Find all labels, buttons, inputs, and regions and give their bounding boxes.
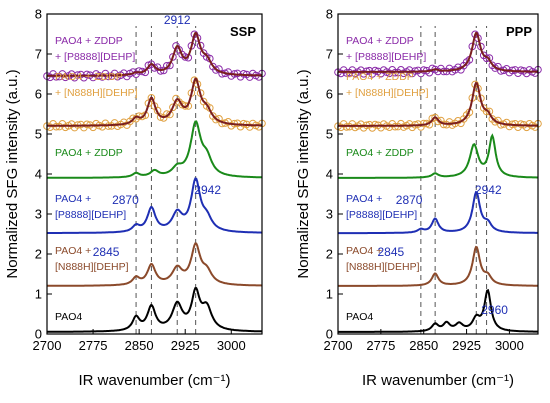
data-point <box>482 107 491 116</box>
x-axis-label: IR wavenumber (cm⁻¹) <box>78 372 230 389</box>
data-point <box>83 120 91 129</box>
data-point <box>517 120 525 128</box>
x-tick-label: 2775 <box>366 338 395 353</box>
y-tick-label: 4 <box>35 167 42 182</box>
series-line <box>47 242 262 287</box>
y-tick-label: 4 <box>326 167 333 182</box>
data-point <box>150 64 159 72</box>
series-label: PAO4 + <box>55 193 91 205</box>
x-tick-label: 3000 <box>217 338 246 353</box>
peak-annotation: 2870 <box>112 193 139 207</box>
peak-annotation: 2942 <box>194 183 221 197</box>
y-tick-label: 1 <box>326 287 333 302</box>
series-label: [P8888][DEHP] <box>55 209 126 221</box>
y-tick-label: 6 <box>35 87 42 102</box>
series-markers <box>334 30 542 78</box>
series-label: PAO4 <box>346 311 373 323</box>
y-tick-label: 2 <box>35 247 42 262</box>
panel-title: SSP <box>230 24 256 39</box>
data-point <box>482 54 491 63</box>
y-tick-label: 5 <box>326 127 333 142</box>
peak-annotation: 2845 <box>378 245 405 259</box>
y-tick-label: 7 <box>326 47 333 62</box>
series-label: [P8888][DEHP] <box>346 209 417 221</box>
series-label: PAO4 + ZDDP <box>346 147 414 159</box>
y-tick-label: 2 <box>326 247 333 262</box>
data-point <box>371 66 379 75</box>
series-line <box>47 120 262 179</box>
y-tick-label: 8 <box>326 7 333 22</box>
series-line <box>338 288 538 333</box>
data-point <box>156 67 165 75</box>
data-point <box>163 62 171 70</box>
data-point <box>147 94 156 102</box>
series-line <box>338 31 538 73</box>
x-tick-label: 2850 <box>409 338 438 353</box>
x-axis-label: IR wavenumber (cm⁻¹) <box>362 372 514 389</box>
y-axis-label: Normalized SFG intensity (a.u.) <box>295 69 312 278</box>
data-point <box>212 66 220 74</box>
peak-annotation: 2870 <box>396 193 423 207</box>
y-axis-label: Normalized SFG intensity (a.u.) <box>4 69 21 278</box>
data-point <box>371 120 379 129</box>
series-line <box>338 190 538 235</box>
x-tick-label: 2925 <box>171 338 200 353</box>
series-label: + [P8888][DEHP] <box>55 51 135 63</box>
series-label: + [N888H][DEHP] <box>346 87 429 99</box>
series-label: PAO4 + <box>55 245 91 257</box>
y-tick-label: 0 <box>35 327 42 342</box>
y-tick-label: 5 <box>35 127 42 142</box>
series-label: PAO4 + <box>346 193 382 205</box>
peak-annotation: 2942 <box>475 183 502 197</box>
peak-annotation: 2912 <box>164 13 191 27</box>
x-tick-label: 2700 <box>33 338 62 353</box>
series-label: + [P8888][DEHP] <box>346 51 426 63</box>
x-tick-label: 2925 <box>452 338 481 353</box>
data-point <box>212 115 220 124</box>
y-tick-label: 3 <box>326 207 333 222</box>
panel-title: PPP <box>506 24 532 39</box>
y-tick-label: 0 <box>326 327 333 342</box>
x-tick-label: 2700 <box>324 338 353 353</box>
series-line <box>47 177 262 234</box>
peak-annotation: 2960 <box>481 303 508 317</box>
y-tick-label: 6 <box>326 87 333 102</box>
data-point <box>169 103 177 112</box>
y-tick-label: 3 <box>35 207 42 222</box>
series-line <box>338 81 538 127</box>
series-label: PAO4 + ZDDP <box>55 71 123 83</box>
y-tick-label: 7 <box>35 47 42 62</box>
series-label: PAO4 + ZDDP <box>55 147 123 159</box>
x-tick-label: 3000 <box>495 338 524 353</box>
series-line <box>338 133 538 179</box>
series-label: PAO4 <box>55 311 82 323</box>
series-label: PAO4 + ZDDP <box>346 71 414 83</box>
y-tick-label: 1 <box>35 287 42 302</box>
peak-annotation: 2845 <box>93 245 120 259</box>
data-point <box>83 70 91 79</box>
series-line <box>47 77 262 127</box>
series-label: [N888H][DEHP] <box>346 261 420 273</box>
series-label: + [N888H][DEHP] <box>55 87 138 99</box>
y-tick-label: 8 <box>35 7 42 22</box>
series-line <box>338 245 538 287</box>
series-label: PAO4 + ZDDP <box>55 35 123 47</box>
series-label: [N888H][DEHP] <box>55 261 129 273</box>
x-tick-label: 2775 <box>79 338 108 353</box>
x-tick-label: 2850 <box>125 338 154 353</box>
series-line <box>47 32 262 77</box>
series-line <box>47 287 262 333</box>
series-label: PAO4 + ZDDP <box>346 35 414 47</box>
ppp-panel: 2700 2775 2850 2925 3000 0 1 2 3 4 5 6 7 8 IR wavenumb… <box>295 7 542 389</box>
data-point <box>169 53 177 61</box>
series-label: PAO4 + <box>346 245 382 257</box>
ssp-panel: 2700 2775 2850 2925 3000 0 1 2 3 4 5 6 7 8 IR wavenumb… <box>4 7 266 389</box>
